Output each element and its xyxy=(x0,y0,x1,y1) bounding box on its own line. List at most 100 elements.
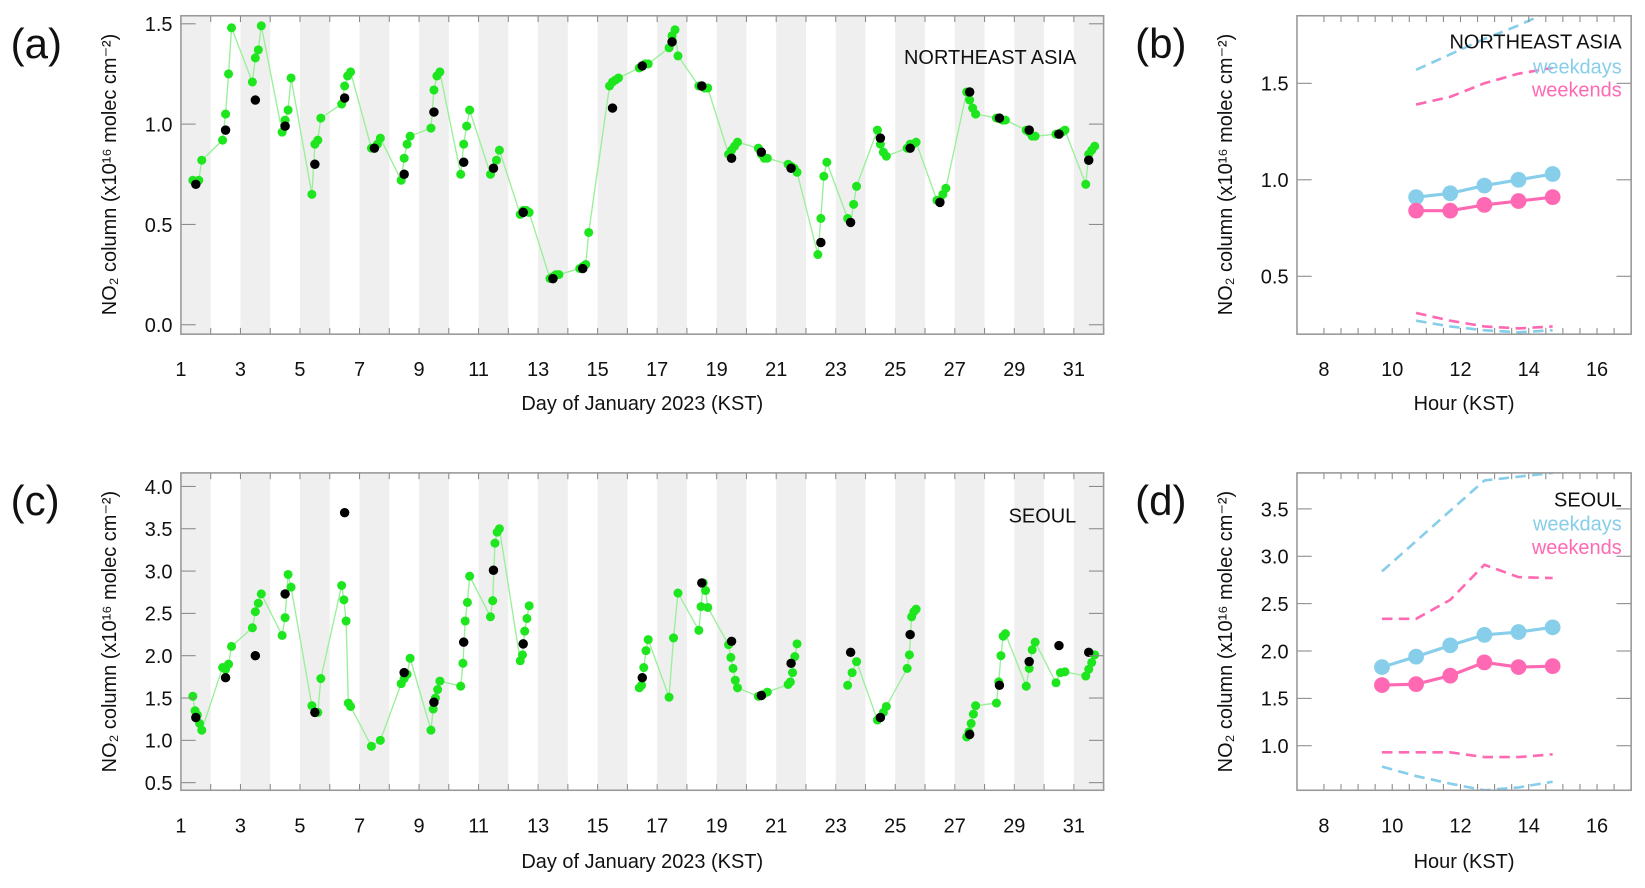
daily-mean-point xyxy=(191,179,201,190)
y-tick-label: 0.0 xyxy=(145,315,173,337)
hourly-point xyxy=(218,135,228,145)
hourly-point xyxy=(965,95,975,105)
daily-mean-point xyxy=(964,87,975,97)
x-tick-label: 3 xyxy=(235,815,246,837)
x-tick-label: 9 xyxy=(413,359,424,381)
x-tick-label: 3 xyxy=(235,359,246,381)
hourly-point xyxy=(221,109,231,119)
odd-day-stripe xyxy=(895,15,926,335)
hourly-point xyxy=(966,718,976,728)
daily-mean-point xyxy=(220,672,231,683)
hourly-point xyxy=(456,681,466,691)
weekdays-mean-point xyxy=(1442,185,1459,202)
hourly-point xyxy=(968,709,978,719)
y-tick-label: 1.0 xyxy=(1261,170,1289,192)
daily-mean-point xyxy=(191,712,201,723)
hourly-point xyxy=(227,23,237,33)
daily-mean-point xyxy=(280,121,290,131)
weekdays-lower-bound-line xyxy=(1415,319,1553,334)
hourly-point xyxy=(785,677,795,687)
odd-day-stripe xyxy=(240,472,271,791)
y-axis-label-d: NO₂ column (x10¹⁶ molec cm⁻²) xyxy=(1215,491,1237,773)
hourly-point xyxy=(852,657,862,667)
panel-label-b: (b) xyxy=(1135,20,1186,67)
hourly-point xyxy=(911,137,921,147)
hourly-point xyxy=(673,51,683,61)
hourly-point xyxy=(494,145,504,155)
hourly-point xyxy=(428,704,438,714)
weekdays-mean-point xyxy=(1544,166,1561,182)
hourly-point xyxy=(188,691,198,701)
hourly-point xyxy=(494,524,504,534)
odd-day-stripe xyxy=(359,472,390,791)
x-tick-label: 25 xyxy=(884,815,906,837)
hourly-point xyxy=(433,685,443,695)
weekends-lower-bound-line xyxy=(1415,311,1553,330)
weekdays-upper-bound-line xyxy=(1415,15,1544,71)
y-axis-label-a: NO₂ column (x10¹⁶ molec cm⁻²) xyxy=(99,34,121,316)
hourly-point xyxy=(1081,671,1091,681)
weekdays-mean-point xyxy=(1510,624,1527,640)
region-label-c: SEOUL xyxy=(1009,505,1077,527)
hourly-point xyxy=(971,701,981,711)
x-tick-label: 16 xyxy=(1586,815,1608,837)
daily-mean-point xyxy=(756,147,767,157)
hourly-point xyxy=(726,652,736,662)
daily-mean-point xyxy=(399,667,409,678)
hourly-point xyxy=(366,741,376,751)
hourly-point xyxy=(849,199,859,209)
hourly-point xyxy=(253,598,263,608)
hourly-point xyxy=(247,623,257,633)
weekdays-mean-point xyxy=(1374,659,1390,675)
x-tick-label: 19 xyxy=(706,359,728,381)
x-tick-label: 15 xyxy=(587,815,609,837)
legend-weekends-d: weekends xyxy=(1531,537,1622,559)
hourly-point xyxy=(485,612,495,622)
hourly-point xyxy=(1060,667,1070,677)
weekends-mean-line xyxy=(1381,660,1553,687)
weekends-mean-point xyxy=(1476,197,1493,213)
hourly-point xyxy=(517,650,527,660)
hourly-point xyxy=(637,680,647,690)
x-tick-label: 1 xyxy=(175,815,186,837)
daily-mean-point xyxy=(845,647,856,658)
y-tick-label: 1.0 xyxy=(145,114,173,136)
weekends-mean-point xyxy=(1408,676,1424,693)
odd-day-stripe xyxy=(597,15,628,335)
hourly-point xyxy=(250,607,260,617)
x-tick-label: 14 xyxy=(1518,815,1540,837)
odd-day-stripe xyxy=(776,15,806,335)
daily-mean-point xyxy=(607,103,618,113)
odd-day-stripe xyxy=(419,15,449,335)
daily-mean-point xyxy=(816,237,826,248)
hourly-point xyxy=(375,735,385,745)
hourly-point xyxy=(1030,637,1040,647)
daily-mean-point xyxy=(637,61,648,71)
hourly-point xyxy=(429,85,439,95)
x-axis-label-c: Day of January 2023 (KST) xyxy=(521,851,763,873)
y-tick-label: 1.5 xyxy=(145,688,173,710)
hourly-point xyxy=(346,701,356,712)
hourly-point xyxy=(460,616,470,626)
x-tick-label: 29 xyxy=(1003,359,1025,381)
hourly-point xyxy=(435,67,445,77)
y-tick-label: 0.5 xyxy=(145,215,173,237)
daily-mean-point xyxy=(726,153,737,163)
x-tick-label: 7 xyxy=(354,815,365,837)
hourly-point xyxy=(1030,131,1040,141)
x-tick-label: 29 xyxy=(1003,815,1025,837)
hourly-point xyxy=(247,77,257,87)
odd-day-stripe xyxy=(359,15,390,335)
hourly-point xyxy=(283,569,293,579)
daily-mean-point xyxy=(697,578,707,588)
daily-mean-point xyxy=(786,163,796,173)
hourly-point xyxy=(730,675,740,685)
hourly-point xyxy=(673,588,683,598)
hourly-point xyxy=(283,105,293,115)
x-tick-label: 19 xyxy=(706,815,728,837)
x-tick-label: 10 xyxy=(1381,815,1403,837)
weekends-mean-point xyxy=(1374,677,1390,693)
x-tick-label: 31 xyxy=(1063,815,1085,837)
hourly-point xyxy=(819,171,829,181)
